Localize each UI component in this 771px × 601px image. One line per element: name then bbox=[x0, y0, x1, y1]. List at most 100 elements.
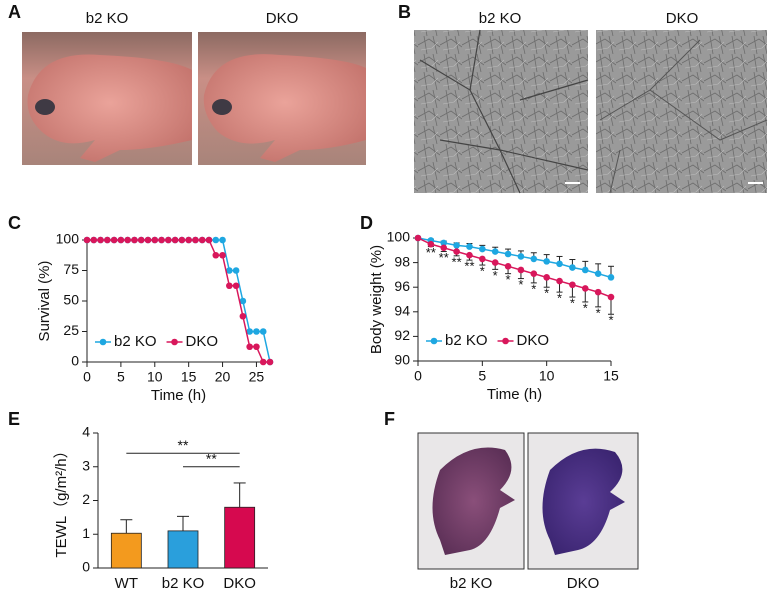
series-line bbox=[417, 237, 612, 298]
y-tick-label: 4 bbox=[82, 424, 90, 440]
data-point bbox=[219, 251, 226, 259]
photo-caption: b2 KO bbox=[450, 575, 493, 592]
x-tick-label: 5 bbox=[478, 368, 486, 384]
data-point bbox=[232, 267, 240, 274]
x-axis-label: Time (h) bbox=[151, 387, 206, 404]
y-tick-label: 0 bbox=[82, 559, 90, 575]
data-point bbox=[178, 236, 186, 244]
data-point bbox=[131, 236, 138, 244]
y-tick-label: 50 bbox=[63, 292, 79, 308]
significance-label: * bbox=[544, 286, 549, 301]
data-point bbox=[607, 274, 615, 281]
x-tick-label: 10 bbox=[539, 368, 555, 384]
data-point bbox=[192, 236, 199, 244]
x-tick-label: WT bbox=[115, 575, 138, 592]
data-point bbox=[569, 281, 576, 289]
data-point bbox=[479, 255, 486, 263]
x-tick-label: 25 bbox=[249, 369, 265, 385]
significance-label: * bbox=[480, 263, 485, 278]
data-point bbox=[239, 297, 247, 305]
y-tick-label: 92 bbox=[394, 327, 410, 343]
data-point bbox=[259, 358, 267, 366]
legend-swatch bbox=[99, 338, 107, 346]
data-point bbox=[543, 258, 550, 265]
data-point bbox=[226, 282, 233, 290]
data-point bbox=[440, 239, 448, 247]
legend-swatch bbox=[171, 338, 178, 346]
photo-caption: DKO bbox=[266, 10, 299, 27]
data-point bbox=[556, 277, 563, 285]
data-point bbox=[530, 270, 538, 277]
x-tick-label: 5 bbox=[117, 369, 125, 385]
data-point bbox=[144, 236, 152, 244]
data-point bbox=[117, 236, 125, 244]
x-tick-label: DKO bbox=[223, 575, 256, 592]
data-point bbox=[165, 236, 172, 244]
y-tick-label: 3 bbox=[82, 457, 90, 473]
data-point bbox=[219, 236, 226, 244]
significance-label: ** bbox=[426, 245, 436, 260]
panel-letter: F bbox=[384, 409, 395, 429]
significance-label: * bbox=[493, 268, 498, 283]
data-point bbox=[581, 285, 589, 292]
bar bbox=[224, 506, 256, 569]
y-tick-label: 90 bbox=[394, 352, 410, 368]
x-tick-label: 15 bbox=[603, 368, 619, 384]
data-point bbox=[226, 267, 233, 274]
y-tick-label: 100 bbox=[56, 231, 80, 247]
data-point bbox=[104, 236, 111, 244]
series-line bbox=[87, 239, 270, 363]
panel-letter: A bbox=[8, 2, 21, 22]
data-point bbox=[171, 236, 179, 244]
data-point bbox=[110, 236, 118, 244]
data-point bbox=[253, 343, 260, 351]
legend-label: b2 KO bbox=[114, 333, 157, 350]
data-point bbox=[259, 328, 267, 335]
legend-swatch bbox=[430, 337, 438, 345]
significance-label: * bbox=[531, 281, 536, 296]
y-axis-label: Survival (%) bbox=[36, 261, 53, 342]
bar bbox=[110, 532, 142, 569]
y-tick-label: 100 bbox=[387, 229, 411, 245]
data-point bbox=[97, 236, 104, 244]
y-tick-label: 25 bbox=[63, 322, 79, 338]
data-point bbox=[466, 243, 473, 250]
data-point bbox=[151, 236, 159, 244]
bar bbox=[167, 530, 199, 569]
photo bbox=[596, 30, 768, 194]
x-axis-label: Time (h) bbox=[487, 386, 542, 403]
y-tick-label: 94 bbox=[394, 303, 410, 319]
data-point bbox=[504, 262, 512, 270]
series-line bbox=[417, 237, 612, 279]
significance-label: * bbox=[583, 300, 588, 315]
data-point bbox=[212, 236, 220, 244]
data-point bbox=[491, 248, 499, 255]
panel-letter: C bbox=[8, 213, 21, 233]
data-point bbox=[453, 248, 460, 255]
photo bbox=[198, 32, 366, 165]
data-point bbox=[90, 236, 98, 244]
data-point bbox=[607, 293, 615, 301]
significance-label: * bbox=[557, 291, 562, 306]
y-axis-label: TEWL（g/m²/h） bbox=[53, 443, 70, 557]
data-point bbox=[137, 236, 145, 244]
data-point bbox=[491, 259, 499, 266]
data-point bbox=[266, 358, 274, 366]
data-point bbox=[479, 245, 486, 253]
x-tick-label: 15 bbox=[181, 369, 197, 385]
data-point bbox=[517, 266, 525, 274]
significance-label: ** bbox=[206, 450, 217, 466]
data-point bbox=[530, 255, 538, 263]
legend-label: b2 KO bbox=[445, 332, 488, 349]
photo-caption: b2 KO bbox=[479, 10, 522, 27]
data-point bbox=[83, 236, 91, 244]
photo-caption: b2 KO bbox=[86, 10, 129, 27]
significance-label: ** bbox=[452, 254, 462, 269]
photo-caption: DKO bbox=[666, 10, 699, 27]
x-tick-label: 10 bbox=[147, 369, 163, 385]
data-point bbox=[246, 343, 253, 351]
data-point bbox=[543, 274, 550, 281]
significance-label: * bbox=[596, 305, 601, 320]
